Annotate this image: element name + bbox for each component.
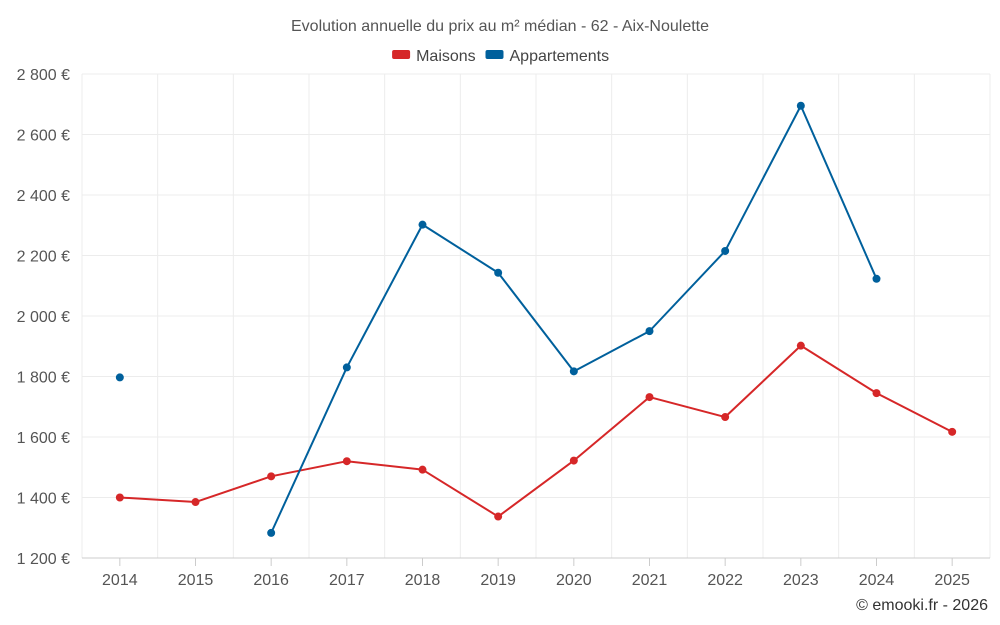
y-tick-label: 1 800 € [17,370,70,387]
data-point [872,274,881,283]
series-appartements [115,101,881,537]
legend: Maisons Appartements [392,48,609,65]
x-tick-label: 2023 [783,572,819,589]
x-tick-label: 2014 [102,572,138,589]
grid [81,73,991,558]
data-point [191,498,200,507]
data-point [645,393,654,402]
y-tick-label: 2 600 € [17,128,70,145]
legend-swatch [485,50,504,59]
y-tick-label: 1 400 € [17,491,70,508]
data-point [115,493,124,502]
x-tick-label: 2025 [934,572,970,589]
legend-item: Appartements [485,48,610,65]
x-tick-label: 2024 [859,572,895,589]
legend-label: Maisons [416,48,476,65]
x-tick-label: 2019 [480,572,516,589]
data-point [721,413,730,422]
data-point [645,327,654,336]
data-point [569,367,578,376]
data-point [115,373,124,382]
data-point [796,341,805,350]
x-tick-label: 2017 [329,572,365,589]
y-axis: 1 200 € 1 400 € 1 600 € 1 800 € 2 000 € 2 200… [17,67,70,568]
y-tick-label: 2 400 € [17,188,70,205]
data-point [569,456,578,465]
x-tick-label: 2021 [632,572,668,589]
legend-swatch [392,50,411,59]
x-axis: 2014 2015 2016 2017 2018 2019 2020 2021 2022 2023… [82,557,990,589]
x-tick-label: 2015 [178,572,214,589]
x-tick-label: 2020 [556,572,592,589]
y-tick-label: 1 600 € [17,430,70,447]
data-point [267,528,276,537]
data-point [418,465,427,474]
data-point [721,246,730,255]
legend-label: Appartements [510,48,610,65]
x-tick-label: 2022 [707,572,743,589]
x-tick-label: 2016 [253,572,289,589]
data-point [418,220,427,229]
y-tick-label: 2 000 € [17,309,70,326]
data-point [796,101,805,110]
data-point [342,363,351,372]
series-maisons [115,341,957,521]
data-point [342,457,351,466]
y-tick-label: 2 200 € [17,249,70,266]
chart-title: Evolution annuelle du prix au m² médian … [291,18,709,35]
y-tick-label: 1 200 € [17,551,70,568]
series-line [118,344,954,518]
data-point [872,389,881,398]
series-layer [115,101,957,537]
credit-text: © emooki.fr - 2026 [856,597,988,614]
legend-item: Maisons [392,48,476,65]
x-tick-label: 2018 [405,572,441,589]
data-point [948,427,957,436]
series-line [270,104,878,534]
data-point [494,268,503,277]
data-point [494,512,503,521]
y-tick-label: 2 800 € [17,67,70,84]
data-point [267,472,276,481]
